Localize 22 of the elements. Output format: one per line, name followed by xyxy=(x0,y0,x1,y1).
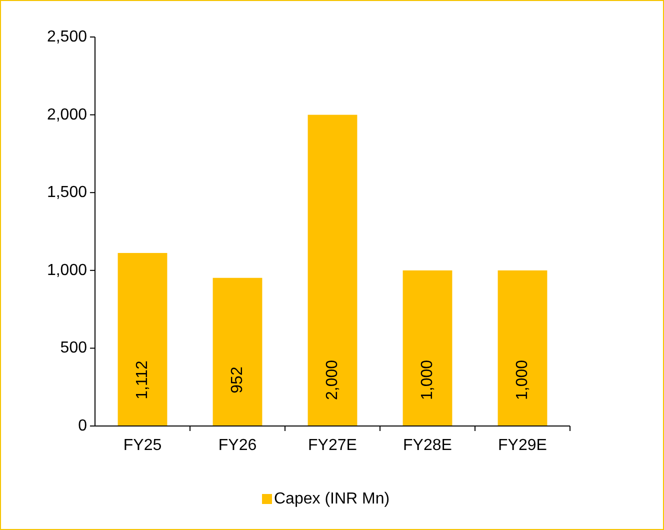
data-label: 1,000 xyxy=(419,360,436,400)
bar xyxy=(402,270,452,426)
bar xyxy=(212,278,262,426)
bar xyxy=(118,252,168,426)
x-tick-label: FY27E xyxy=(308,437,357,454)
x-tick-label: FY26 xyxy=(218,437,257,454)
bar xyxy=(498,270,548,426)
y-tick-label: 2,500 xyxy=(46,28,88,46)
y-tick-label: 0 xyxy=(78,418,88,434)
x-tick-label: FY29E xyxy=(498,437,547,454)
data-label: 2,000 xyxy=(324,360,341,400)
y-tick-label: 1,500 xyxy=(46,184,88,202)
x-tick-label: FY25 xyxy=(123,437,162,454)
y-tick-label: 500 xyxy=(60,340,88,357)
y-tick-label: 1,000 xyxy=(46,262,88,279)
x-tick-label: FY28E xyxy=(403,437,452,454)
data-label: 1,000 xyxy=(514,360,531,400)
y-tick-label: 2,000 xyxy=(46,106,88,124)
data-label: 1,112 xyxy=(134,360,151,400)
bar xyxy=(308,114,358,426)
legend-label: Capex (INR Mn) xyxy=(274,490,390,508)
data-label: 952 xyxy=(229,366,246,394)
